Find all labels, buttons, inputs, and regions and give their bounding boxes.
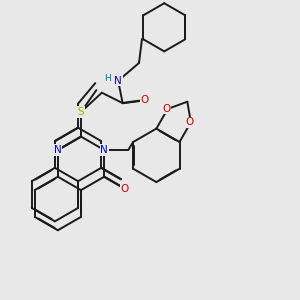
Text: S: S xyxy=(78,107,84,117)
Text: O: O xyxy=(162,104,170,114)
Text: N: N xyxy=(100,145,108,155)
Text: O: O xyxy=(141,95,149,105)
Text: N: N xyxy=(114,76,122,86)
Text: N: N xyxy=(54,145,62,155)
Text: O: O xyxy=(185,117,194,127)
Text: H: H xyxy=(104,74,111,83)
Text: O: O xyxy=(121,184,129,194)
